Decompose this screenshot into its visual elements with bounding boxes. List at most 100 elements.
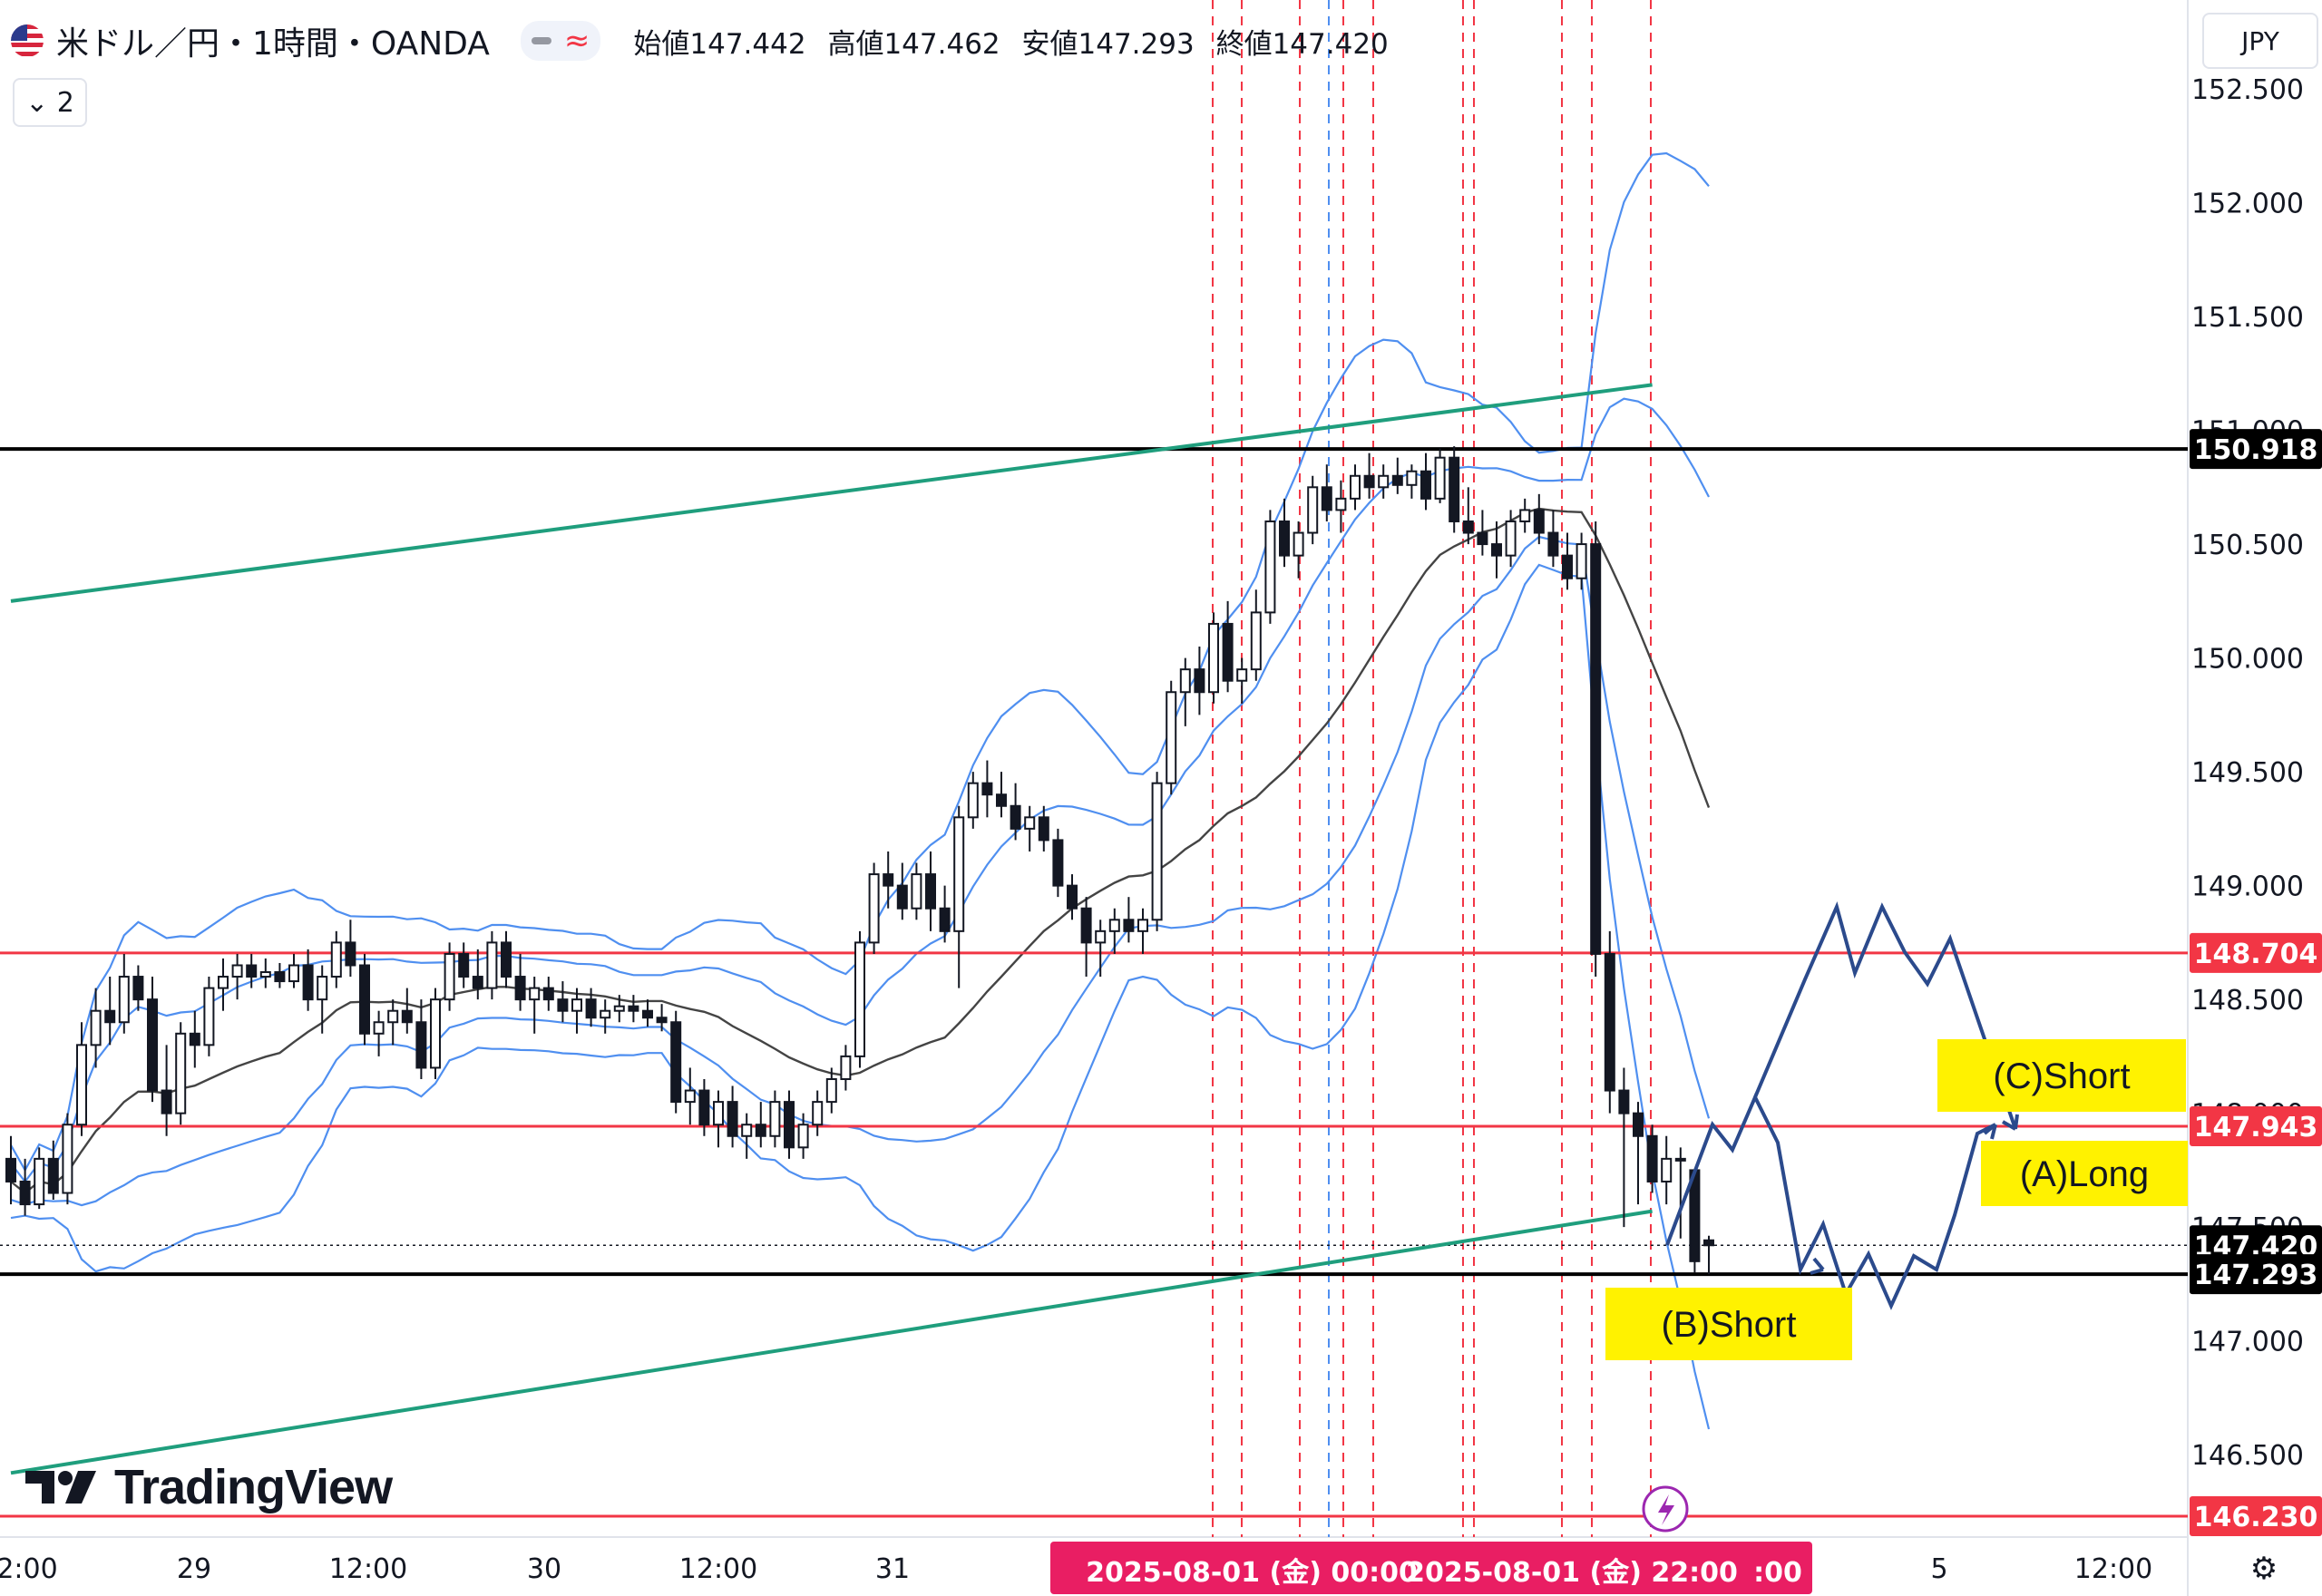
candle-body[interactable] <box>373 1021 385 1035</box>
candle-body[interactable] <box>415 1021 427 1069</box>
candle-body[interactable] <box>656 1017 668 1024</box>
candle-body[interactable] <box>189 1032 200 1046</box>
annotation-b-short-box[interactable] <box>1605 1288 1852 1360</box>
candle-body[interactable] <box>1505 520 1517 557</box>
candle-body[interactable] <box>557 998 569 1012</box>
candle-body[interactable] <box>19 1180 31 1206</box>
candle-body[interactable] <box>1420 470 1431 500</box>
candle-body[interactable] <box>883 873 894 887</box>
candle-body[interactable] <box>1335 497 1347 511</box>
candle-body[interactable] <box>670 1021 682 1104</box>
candle-body[interactable] <box>925 873 936 910</box>
candle-body[interactable] <box>840 1055 852 1081</box>
candle-body[interactable] <box>1576 543 1587 579</box>
candle-body[interactable] <box>1462 520 1474 534</box>
candle-body[interactable] <box>218 976 229 989</box>
candle-body[interactable] <box>613 1005 625 1012</box>
hide-icon[interactable] <box>531 37 551 44</box>
candle-body[interactable] <box>1038 816 1049 842</box>
candle-body[interactable] <box>1067 884 1078 910</box>
candle-body[interactable] <box>1562 554 1573 579</box>
candle-body[interactable] <box>1703 1239 1714 1247</box>
candle-body[interactable] <box>1519 509 1531 522</box>
candle-body[interactable] <box>1391 474 1403 486</box>
candle-body[interactable] <box>1406 470 1418 486</box>
candle-body[interactable] <box>76 1044 87 1126</box>
candle-body[interactable] <box>1293 531 1304 557</box>
symbol-title[interactable]: 米ドル／円・1時間・OANDA <box>56 25 490 63</box>
candle-body[interactable] <box>1477 531 1488 546</box>
price-label-box[interactable] <box>2190 1105 2322 1146</box>
candle-body[interactable] <box>628 1005 639 1012</box>
candle-body[interactable] <box>797 1124 809 1149</box>
candle-body[interactable] <box>529 987 541 1001</box>
candle-body[interactable] <box>967 782 979 819</box>
candle-body[interactable] <box>784 1101 795 1149</box>
candle-body[interactable] <box>246 964 258 978</box>
candle-body[interactable] <box>1646 1134 1658 1182</box>
candle-body[interactable] <box>387 1009 399 1024</box>
candle-body[interactable] <box>1166 691 1177 784</box>
candle-body[interactable] <box>401 1009 413 1024</box>
candle-body[interactable] <box>47 1157 59 1194</box>
candle-body[interactable] <box>868 873 880 944</box>
price-axis[interactable] <box>2188 0 2322 1596</box>
candle-body[interactable] <box>896 884 908 910</box>
candle-body[interactable] <box>317 976 328 1001</box>
candle-body[interactable] <box>1279 520 1290 557</box>
candle-body[interactable] <box>1024 816 1036 830</box>
candle-body[interactable] <box>1137 919 1148 932</box>
candle-body[interactable] <box>1236 668 1248 682</box>
candle-body[interactable] <box>1250 611 1262 671</box>
candle-body[interactable] <box>203 987 215 1046</box>
annotation-c-short-box[interactable] <box>1937 1039 2186 1112</box>
candle-body[interactable] <box>1350 474 1361 500</box>
currency-button[interactable]: JPY <box>2202 13 2318 69</box>
candle-body[interactable] <box>741 1124 753 1137</box>
candle-body[interactable] <box>288 964 299 983</box>
candle-body[interactable] <box>981 782 993 796</box>
candle-body[interactable] <box>1321 486 1332 511</box>
candle-body[interactable] <box>812 1101 824 1126</box>
candle-body[interactable] <box>953 816 965 932</box>
candle-body[interactable] <box>330 941 342 978</box>
annotation-a-long-box[interactable] <box>1981 1141 2188 1206</box>
candle-body[interactable] <box>1080 907 1092 944</box>
candle-body[interactable] <box>854 941 865 1057</box>
candle-body[interactable] <box>1307 486 1319 534</box>
candle-body[interactable] <box>231 964 243 978</box>
channel-trend-line[interactable] <box>10 1209 1653 1475</box>
candle-body[interactable] <box>1633 1112 1644 1137</box>
candle-body[interactable] <box>1194 668 1205 694</box>
candle-body[interactable] <box>1661 1157 1673 1182</box>
candle-body[interactable] <box>345 941 356 967</box>
candle-body[interactable] <box>430 998 441 1069</box>
candle-body[interactable] <box>1010 804 1021 830</box>
candle-body[interactable] <box>1434 456 1446 500</box>
price-label-box[interactable] <box>2190 932 2322 973</box>
candle-body[interactable] <box>472 976 483 989</box>
candle-body[interactable] <box>1151 782 1163 921</box>
candle-body[interactable] <box>161 1089 172 1114</box>
channel-trend-line[interactable] <box>10 383 1653 603</box>
candle-body[interactable] <box>755 1124 766 1137</box>
candle-body[interactable] <box>274 971 286 983</box>
candle-body[interactable] <box>698 1089 710 1126</box>
candle-body[interactable] <box>939 907 951 932</box>
candle-body[interactable] <box>1378 474 1390 489</box>
candle-body[interactable] <box>1533 509 1545 534</box>
candle-body[interactable] <box>1674 1157 1686 1162</box>
candle-body[interactable] <box>302 964 314 1001</box>
candle-body[interactable] <box>1208 622 1219 694</box>
candle-body[interactable] <box>62 1124 73 1194</box>
candle-body[interactable] <box>825 1078 837 1104</box>
candle-body[interactable] <box>1222 622 1234 682</box>
candle-body[interactable] <box>1179 668 1191 694</box>
candle-body[interactable] <box>147 998 158 1092</box>
candle-body[interactable] <box>1095 929 1107 944</box>
candle-body[interactable] <box>90 1009 102 1046</box>
candle-body[interactable] <box>259 971 271 978</box>
candle-body[interactable] <box>642 1009 653 1019</box>
indicator-collapse-button[interactable]: ⌄ 2 <box>13 78 87 127</box>
